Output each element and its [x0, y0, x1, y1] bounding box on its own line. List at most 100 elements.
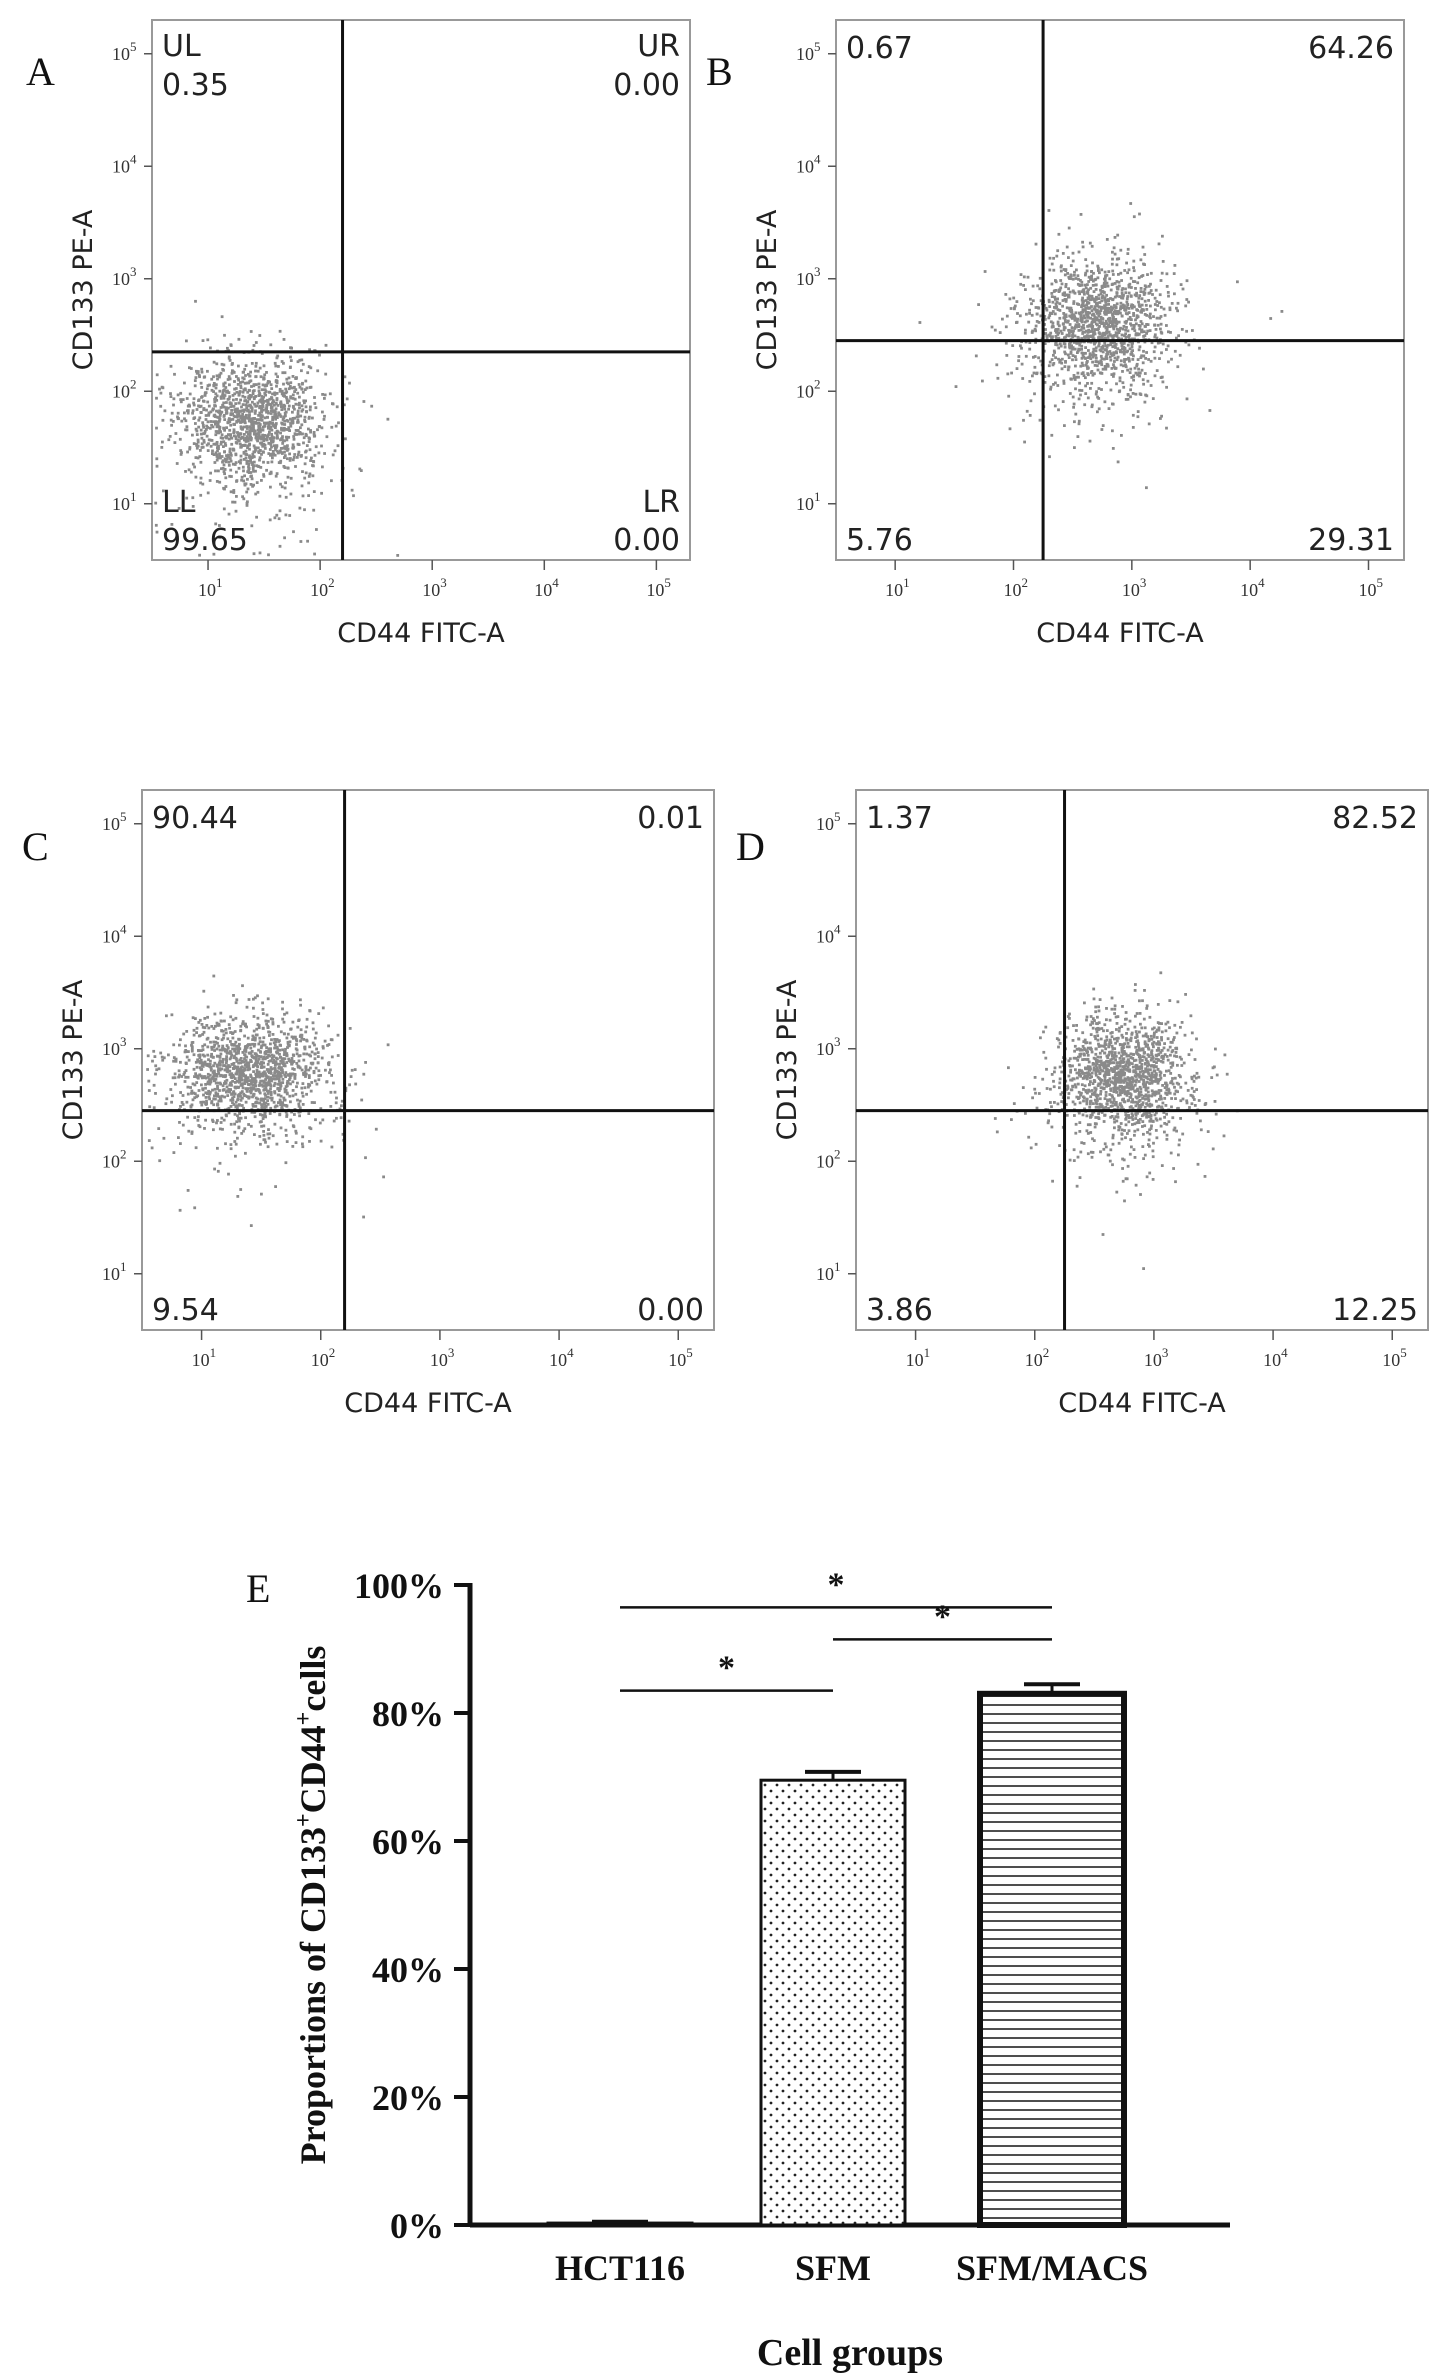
event-dot: [337, 421, 340, 425]
event-dot: [213, 1167, 216, 1171]
event-dot: [265, 1013, 269, 1017]
event-dot: [1156, 1003, 1160, 1006]
event-dot: [240, 445, 243, 449]
event-dot: [242, 436, 245, 440]
event-dot: [1126, 271, 1129, 275]
event-dot: [245, 1055, 249, 1059]
event-dot: [1126, 1132, 1129, 1135]
event-dot: [1179, 1117, 1182, 1120]
event-dot: [1055, 343, 1059, 347]
event-dot: [1104, 303, 1108, 307]
event-dot: [1067, 334, 1071, 337]
event-dot: [216, 1087, 220, 1091]
event-dot: [1091, 327, 1094, 331]
event-dot: [1148, 312, 1152, 316]
event-dot: [321, 410, 324, 414]
event-dot: [250, 524, 254, 528]
event-dot: [1130, 1031, 1134, 1035]
event-dot: [1084, 258, 1088, 261]
event-dot: [216, 1146, 219, 1150]
event-dot: [291, 446, 295, 450]
event-dot: [249, 471, 253, 474]
event-dot: [226, 406, 230, 410]
event-dot: [1066, 353, 1070, 357]
event-dot: [281, 422, 284, 426]
event-dot: [227, 437, 231, 441]
event-dot: [1067, 287, 1070, 291]
event-dot: [1161, 380, 1165, 384]
event-dot: [206, 1080, 210, 1084]
event-dot: [294, 1141, 298, 1144]
event-dot: [1072, 302, 1076, 305]
event-dot: [254, 448, 257, 452]
event-dot: [273, 453, 277, 457]
event-dot: [200, 395, 204, 398]
event-dot: [1129, 395, 1132, 399]
y-tick-label: 102: [112, 376, 137, 401]
event-dot: [1124, 308, 1128, 312]
event-dot: [297, 450, 301, 454]
event-dot: [249, 429, 253, 432]
event-dot: [304, 1075, 307, 1078]
event-dot: [252, 552, 256, 556]
event-dot: [1124, 332, 1127, 336]
event-dot: [333, 1090, 337, 1094]
event-dot: [322, 418, 326, 421]
event-dot: [295, 1062, 299, 1065]
event-dot: [1101, 1105, 1104, 1108]
event-dot: [1077, 303, 1080, 306]
event-dot: [1143, 263, 1146, 266]
event-dot: [307, 475, 311, 478]
event-dot: [193, 1206, 197, 1210]
event-dot: [237, 401, 241, 405]
event-dot: [1161, 342, 1165, 346]
event-dot: [191, 496, 195, 500]
event-dot: [245, 381, 249, 385]
event-dot: [1041, 1077, 1045, 1081]
event-dot: [240, 1078, 243, 1082]
event-dot: [282, 405, 285, 409]
event-dot: [1034, 329, 1037, 333]
event-dot: [213, 404, 216, 407]
event-dot: [1126, 1027, 1130, 1031]
event-dot: [349, 1075, 353, 1078]
event-dot: [303, 401, 306, 405]
event-dot: [279, 482, 282, 486]
event-dot: [1199, 1119, 1202, 1123]
event-dot: [1075, 268, 1078, 272]
event-dot: [205, 1099, 208, 1103]
event-dot: [1095, 390, 1098, 394]
event-dot: [1107, 270, 1111, 273]
event-dot: [312, 490, 316, 493]
event-dot: [270, 1098, 274, 1102]
event-dot: [1082, 314, 1086, 318]
event-dot: [224, 460, 228, 464]
event-dot: [225, 1055, 228, 1058]
event-dot: [1023, 331, 1027, 335]
event-dot: [183, 411, 186, 415]
event-dot: [1092, 1102, 1095, 1105]
event-dot: [1176, 301, 1180, 305]
event-dot: [269, 485, 272, 489]
event-dot: [218, 1062, 221, 1065]
event-dot: [230, 363, 234, 366]
event-dot: [293, 1077, 297, 1080]
event-dot: [242, 415, 246, 419]
event-dot: [247, 1096, 251, 1100]
event-dot: [270, 1053, 274, 1057]
event-dot: [276, 404, 280, 407]
event-dot: [237, 393, 241, 396]
event-dot: [1142, 293, 1146, 296]
event-dot: [1097, 297, 1101, 300]
event-dot: [1109, 1104, 1113, 1108]
event-dot: [243, 425, 246, 429]
event-dot: [219, 1097, 223, 1100]
event-dot: [1064, 285, 1068, 289]
event-dot: [233, 1049, 236, 1053]
event-dot: [1158, 357, 1161, 360]
event-dot: [210, 1100, 214, 1103]
event-dot: [258, 551, 262, 555]
event-dot: [258, 1036, 262, 1040]
event-dot: [195, 1065, 199, 1069]
event-dot: [237, 364, 240, 368]
